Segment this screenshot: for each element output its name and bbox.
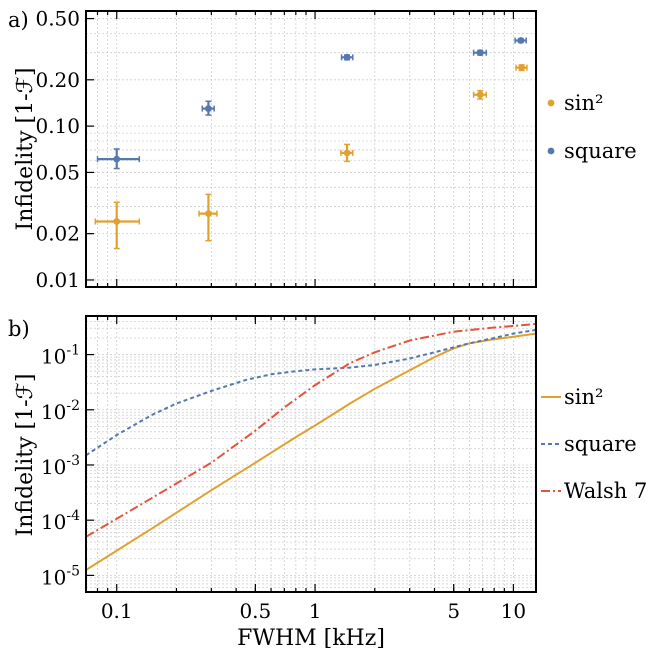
panel-b-legend-item: Walsh 7 [541, 479, 647, 503]
panel-b-y-tick-label: 10-3 [41, 453, 80, 479]
legend-label: sin² [564, 91, 603, 115]
panel-b-legend: sin² square Walsh 7 [541, 385, 647, 503]
legend-label: sin² [564, 385, 603, 409]
data-point [113, 218, 120, 225]
series-line [86, 334, 536, 570]
x-tick-label: 10 [501, 599, 526, 623]
panel-a-y-tick-label: 0.05 [35, 160, 80, 184]
panel-b-y-tick-label: 10-5 [41, 563, 80, 589]
x-axis-label: FWHM [kHz] [237, 626, 385, 651]
panel-a-legend-item: square [548, 139, 637, 163]
panel-b-y-tick-label: 10-1 [41, 343, 80, 369]
series-line [86, 330, 536, 455]
data-point [344, 149, 351, 156]
panel-a-grid [86, 11, 536, 287]
panel-b-legend-item: sin² [541, 385, 603, 409]
panel-a-legend-item: sin² [548, 91, 604, 115]
panel-b-y-axis-label: Infidelity [1-ℱ] [13, 374, 38, 537]
x-tick-label: 0.1 [101, 599, 133, 623]
panel-b: b) 10-5 10-4 10-3 10-2 10-1 0.1 0.5 1 5 10 Infid… [8, 316, 647, 651]
panel-b-grid [86, 316, 536, 592]
panel-a-y-tick-label: 0.10 [35, 114, 80, 138]
panel-a-y-tick-label: 0.01 [35, 268, 80, 292]
panel-b-legend-item: square [541, 432, 637, 456]
legend-marker [548, 148, 555, 155]
panel-b-data [86, 324, 536, 570]
panel-a-legend: sin² square [548, 91, 637, 163]
panel-a-label: a) [8, 8, 29, 32]
data-point [205, 210, 212, 217]
legend-label: square [564, 432, 637, 456]
data-point [477, 91, 484, 98]
data-point [518, 64, 525, 71]
panel-a-y-tick-label: 0.50 [35, 7, 80, 31]
data-point [205, 105, 212, 112]
panel-b-y-tick-label: 10-4 [41, 508, 80, 534]
panel-a-series-0 [95, 64, 527, 248]
x-tick-label: 1 [309, 599, 322, 623]
panel-a-series-1 [98, 37, 527, 168]
data-point [477, 49, 484, 56]
panel-a-y-tick-label: 0.02 [35, 222, 80, 246]
legend-label: square [564, 139, 637, 163]
panel-a-y-axis-label: Infidelity [1-ℱ] [13, 68, 38, 231]
x-tick-label: 5 [447, 599, 460, 623]
data-point [344, 54, 351, 61]
series-line [86, 324, 536, 537]
legend-marker [548, 100, 555, 107]
panel-b-label: b) [8, 317, 30, 341]
data-point [113, 156, 120, 163]
panel-b-y-tick-label: 10-2 [41, 398, 80, 424]
panel-a: a) 0.01 0.02 0.05 0.10 0.20 0.50 Infidelity [… [8, 7, 637, 292]
data-point [517, 37, 524, 44]
legend-label: Walsh 7 [564, 479, 647, 503]
panel-a-y-tick-label: 0.20 [35, 68, 80, 92]
panel-a-data [95, 37, 527, 248]
x-tick-label: 0.5 [239, 599, 271, 623]
